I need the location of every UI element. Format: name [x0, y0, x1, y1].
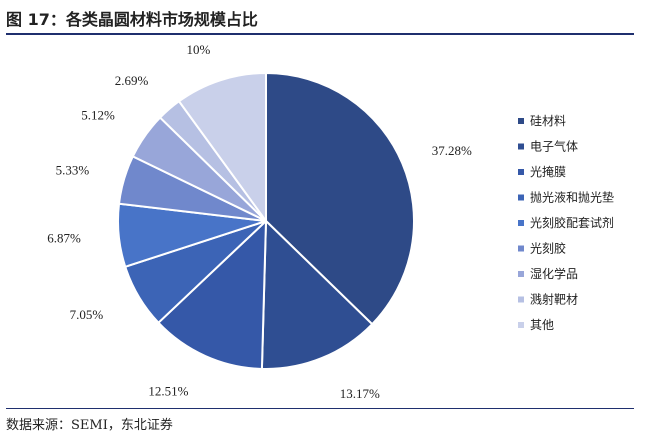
pie-label-9: 10%	[187, 42, 211, 57]
legend-label-8: 溅射靶材	[530, 292, 578, 307]
legend-label-2: 电子气体	[530, 139, 578, 154]
pie-label-1: 37.28%	[432, 143, 472, 158]
source-note: 数据来源：SEMI，东北证券	[6, 418, 173, 433]
pie-label-2: 13.17%	[340, 386, 380, 401]
legend-swatch-4	[518, 194, 524, 201]
pie-labels: 37.28% 13.17% 12.51% 7.05% 6.87% 5.33% 5.12% 2.…	[47, 42, 472, 401]
pie-label-3: 12.51%	[148, 383, 188, 398]
pie-slices	[117, 71, 415, 370]
pie-slice-3	[157, 218, 268, 370]
legend-label-9: 其他	[530, 318, 554, 332]
pie-label-4: 7.05%	[70, 307, 104, 322]
title-underline	[6, 33, 634, 35]
legend-label-1: 硅材料	[530, 114, 566, 128]
legend-swatch-6	[518, 245, 524, 252]
pie-label-6: 5.33%	[56, 163, 90, 178]
legend-swatch-3	[518, 169, 524, 175]
pie-label-7: 5.12%	[81, 108, 115, 123]
legend-label-4: 抛光液和抛光垫	[530, 190, 614, 205]
chart-title: 图 17：各类晶圆材料市场规模占比	[6, 10, 258, 29]
legend-label-5: 光刻胶配套试剂	[530, 215, 614, 230]
legend-swatch-5	[518, 220, 524, 226]
legend-label-7: 湿化学品	[530, 266, 578, 281]
pie-label-5: 6.87%	[47, 231, 81, 246]
legend-swatch-7	[518, 271, 524, 277]
pie-label-8: 2.69%	[115, 73, 149, 88]
pie-chart: 37.28% 13.17% 12.51% 7.05% 6.87% 5.33% 5.12% 2.…	[47, 42, 614, 401]
legend-swatch-8	[518, 296, 524, 303]
legend-label-6: 光刻胶	[530, 241, 566, 256]
pie-slice-2	[260, 218, 374, 370]
legend-swatch-1	[518, 118, 524, 124]
legend-swatch-9	[518, 322, 524, 328]
legend-label-3: 光掩膜	[530, 165, 566, 179]
pie-slice-9	[177, 71, 267, 225]
legend-swatch-2	[518, 143, 524, 150]
pie-slice-1	[265, 71, 415, 326]
footer-divider	[6, 408, 634, 409]
